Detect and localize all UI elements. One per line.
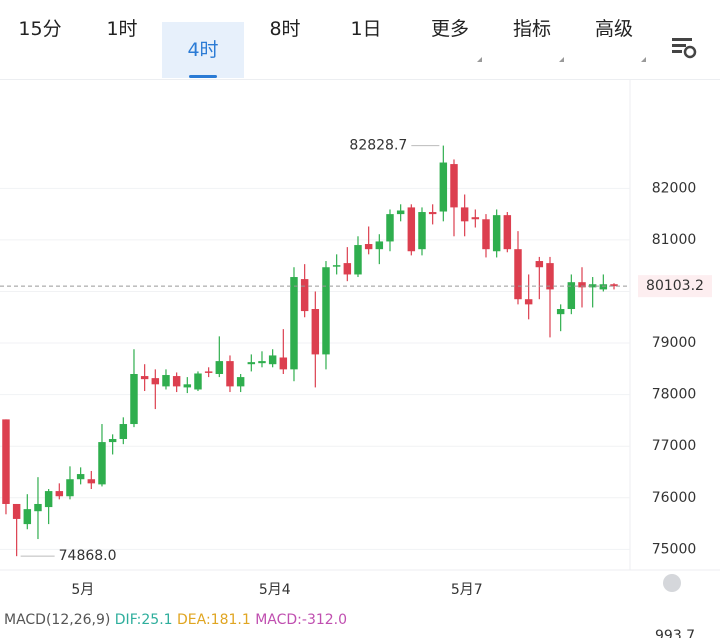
candle-body xyxy=(23,509,32,525)
candle-body xyxy=(471,217,480,220)
candle-body xyxy=(524,299,533,305)
x-tick-label: 5月4 xyxy=(259,582,291,598)
tab[interactable]: 更多 xyxy=(430,18,469,40)
tab[interactable]: 4时 xyxy=(162,22,244,78)
candle-body xyxy=(66,479,74,497)
candle-body xyxy=(119,424,128,439)
x-tick-label: 5月 xyxy=(71,582,94,598)
macd-dea: DEA:181.1 xyxy=(177,612,251,628)
y-tick-label: 79000 xyxy=(652,335,697,351)
tab[interactable]: 15分 xyxy=(18,18,62,40)
y-tick-label: 81000 xyxy=(652,232,697,248)
candle-body xyxy=(162,375,170,387)
candle-body xyxy=(108,438,117,443)
macd-axis-label: 993.7 xyxy=(655,628,696,638)
candle-body xyxy=(290,277,298,370)
candle-body xyxy=(2,419,10,504)
candle-body xyxy=(343,263,352,275)
y-tick-label: 78000 xyxy=(652,387,697,403)
candle-body xyxy=(76,474,85,480)
kline-toggle xyxy=(663,574,681,592)
candle-body xyxy=(236,377,245,387)
candle-body xyxy=(556,309,565,315)
interval-tabs: 15分 1时 4时 8时 1日 更多 指标 高级 xyxy=(0,0,720,80)
candle-body xyxy=(12,503,21,519)
candle-body xyxy=(204,371,213,373)
last-price-label: 80103.2 xyxy=(646,278,704,294)
candle-body xyxy=(279,357,288,370)
candle-body xyxy=(396,210,405,215)
candle-body xyxy=(588,284,597,288)
candle-body xyxy=(503,215,512,250)
dropdown-indicator xyxy=(477,57,482,62)
y-tick-label: 82000 xyxy=(652,180,697,196)
candle-body xyxy=(44,491,53,508)
dropdown-indicator xyxy=(641,57,646,62)
candle-body xyxy=(194,373,202,390)
y-tick-label: 75000 xyxy=(652,541,697,557)
candle-body xyxy=(407,207,416,252)
candle-body xyxy=(514,249,522,300)
tab[interactable]: 1时 xyxy=(106,18,138,40)
candle-body xyxy=(354,245,362,275)
candle-body xyxy=(322,267,330,355)
candle-body xyxy=(428,212,437,215)
candle-body xyxy=(375,241,384,250)
last-price-box xyxy=(638,275,712,298)
candle-body xyxy=(535,261,544,268)
candle-body xyxy=(386,214,394,242)
candle-body xyxy=(87,479,96,484)
tab[interactable]: 高级 xyxy=(594,18,633,40)
candle-body xyxy=(55,491,64,497)
candle-body xyxy=(332,265,341,267)
candle-body xyxy=(268,355,277,365)
candle-body xyxy=(599,284,608,290)
candle-body xyxy=(34,503,42,512)
macd-name: MACD(12,26,9) xyxy=(4,612,111,628)
candle-body xyxy=(482,219,490,250)
candle-body xyxy=(247,362,256,365)
dropdown-indicator xyxy=(559,57,564,62)
tab[interactable]: 8时 xyxy=(269,18,301,40)
candle-body xyxy=(151,378,160,385)
x-tick-label: 5月7 xyxy=(451,582,483,598)
candle-body xyxy=(172,376,181,387)
macd-legend: MACD(12,26,9) DIF:25.1 DEA:181.1 MACD:-3… xyxy=(4,612,347,628)
candle-body xyxy=(140,376,149,380)
candlestick-chart: 7500076000770007800079000800008100082000… xyxy=(0,80,720,598)
settings-icon[interactable] xyxy=(664,30,704,70)
low-marker-label: 74868.0 xyxy=(59,548,117,564)
candle-body xyxy=(98,442,106,485)
candle-body xyxy=(492,215,501,252)
candle-body xyxy=(418,212,426,250)
candle-body xyxy=(460,207,469,222)
candle-body xyxy=(450,164,458,208)
candle-body xyxy=(567,282,576,310)
candle-body xyxy=(215,361,224,374)
candle-body xyxy=(183,384,192,388)
candle-body xyxy=(226,361,234,387)
candle-body xyxy=(311,309,320,355)
candle-body xyxy=(546,263,554,290)
candle-body xyxy=(300,279,309,312)
candle-body xyxy=(130,374,138,425)
candle-body xyxy=(610,284,618,287)
candle-body xyxy=(578,282,586,288)
tab[interactable]: 1日 xyxy=(350,18,382,40)
tab[interactable]: 指标 xyxy=(512,18,551,40)
candle-body xyxy=(258,361,266,364)
candle-body xyxy=(364,244,373,250)
y-tick-label: 77000 xyxy=(652,438,697,454)
macd-dif: DIF:25.1 xyxy=(114,612,173,628)
y-tick-label: 76000 xyxy=(652,490,697,506)
candle-body xyxy=(439,162,448,212)
macd-value: MACD:-312.0 xyxy=(255,612,348,628)
high-marker-label: 82828.7 xyxy=(349,138,407,154)
